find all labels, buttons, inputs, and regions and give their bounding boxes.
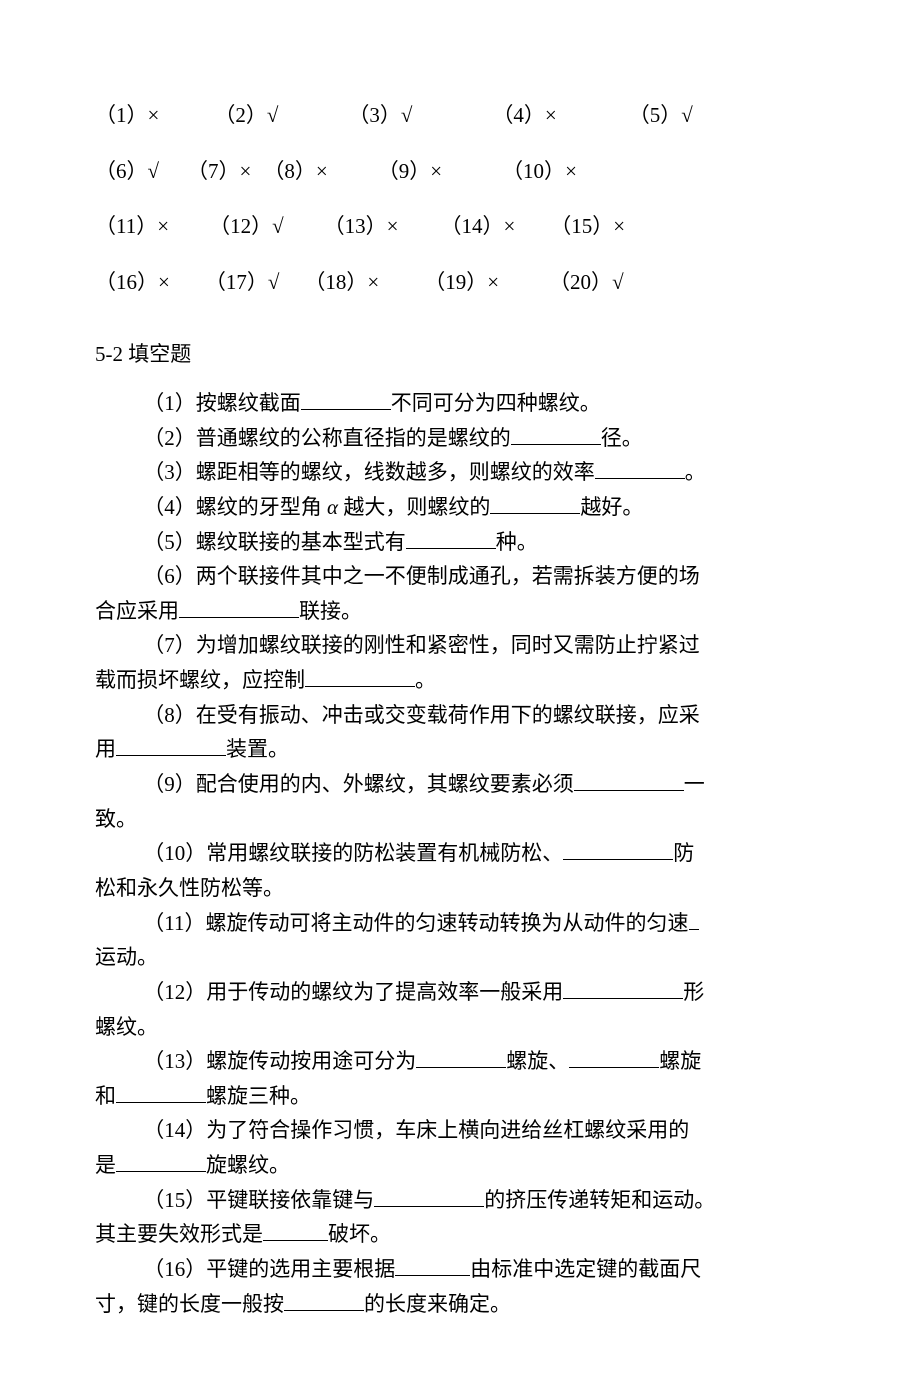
question-14-line2: 是旋螺纹。 xyxy=(95,1148,825,1183)
answer-1: （1）× xyxy=(95,100,159,132)
answer-19: （19）× xyxy=(424,267,499,299)
question-10-line2: 松和永久性防松等。 xyxy=(95,871,825,906)
question-12-line1: （12）用于传动的螺纹为了提高效率一般采用形 xyxy=(95,975,825,1010)
question-7-line2: 载而损坏螺纹，应控制。 xyxy=(95,663,825,698)
question-15-line2: 其主要失效形式是破坏。 xyxy=(95,1217,825,1252)
answer-4: （4）× xyxy=(492,100,556,132)
question-5: （5）螺纹联接的基本型式有种。 xyxy=(95,525,825,560)
section-title: 5-2 填空题 xyxy=(95,338,825,368)
question-9-line1: （9）配合使用的内、外螺纹，其螺纹要素必须一 xyxy=(95,767,825,802)
answer-row-1: （1）× （2）√ （3）√ （4）× （5）√ xyxy=(95,100,825,132)
answer-11: （11）× xyxy=(95,211,169,243)
questions-container: （1）按螺纹截面不同可分为四种螺纹。 （2）普通螺纹的公称直径指的是螺纹的径。 … xyxy=(95,386,825,1321)
question-9-line2: 致。 xyxy=(95,802,825,837)
answer-14: （14）× xyxy=(440,211,515,243)
question-6-line1: （6）两个联接件其中之一不便制成通孔，若需拆装方便的场 xyxy=(95,559,825,594)
question-3: （3）螺距相等的螺纹，线数越多，则螺纹的效率。 xyxy=(95,455,825,490)
question-11-line1: （11）螺旋传动可将主动件的匀速转动转换为从动件的匀速 xyxy=(95,906,825,941)
answer-16: （16）× xyxy=(95,267,170,299)
answer-10: （10）× xyxy=(502,156,577,188)
question-14-line1: （14）为了符合操作习惯，车床上横向进给丝杠螺纹采用的 xyxy=(95,1113,825,1148)
question-1: （1）按螺纹截面不同可分为四种螺纹。 xyxy=(95,386,825,421)
answer-6: （6）√ xyxy=(95,156,159,188)
question-13-line1: （13）螺旋传动按用途可分为螺旋、螺旋 xyxy=(95,1044,825,1079)
question-10-line1: （10）常用螺纹联接的防松装置有机械防松、防 xyxy=(95,836,825,871)
question-11-line2: 运动。 xyxy=(95,940,825,975)
question-13-line2: 和螺旋三种。 xyxy=(95,1079,825,1114)
answer-12: （12）√ xyxy=(209,211,284,243)
answer-9: （9）× xyxy=(378,156,442,188)
question-8-line2: 用装置。 xyxy=(95,732,825,767)
question-6-line2: 合应采用联接。 xyxy=(95,594,825,629)
question-7-line1: （7）为增加螺纹联接的刚性和紧密性，同时又需防止拧紧过 xyxy=(95,628,825,663)
answer-17: （17）√ xyxy=(205,267,280,299)
answer-5: （5）√ xyxy=(629,100,693,132)
question-16-line1: （16）平键的选用主要根据由标准中选定键的截面尺 xyxy=(95,1252,825,1287)
question-15-line1: （15）平键联接依靠键与的挤压传递转矩和运动。 xyxy=(95,1183,825,1218)
answer-20: （20）√ xyxy=(549,267,624,299)
answer-13: （13）× xyxy=(324,211,399,243)
answer-8: （8）× xyxy=(263,156,327,188)
answer-2: （2）√ xyxy=(214,100,278,132)
answer-18: （18）× xyxy=(304,267,379,299)
answer-3: （3）√ xyxy=(348,100,412,132)
answer-row-2: （6）√ （7）× （8）× （9）× （10）× xyxy=(95,156,825,188)
answer-15: （15）× xyxy=(550,211,625,243)
question-4: （4）螺纹的牙型角 α 越大，则螺纹的越好。 xyxy=(95,490,825,525)
question-8-line1: （8）在受有振动、冲击或交变载荷作用下的螺纹联接，应采 xyxy=(95,698,825,733)
question-2: （2）普通螺纹的公称直径指的是螺纹的径。 xyxy=(95,421,825,456)
question-12-line2: 螺纹。 xyxy=(95,1010,825,1045)
question-16-line2: 寸，键的长度一般按的长度来确定。 xyxy=(95,1287,825,1322)
answer-row-3: （11）× （12）√ （13）× （14）× （15）× xyxy=(95,211,825,243)
answer-7: （7）× xyxy=(187,156,251,188)
answer-row-4: （16）× （17）√ （18）× （19）× （20）√ xyxy=(95,267,825,299)
